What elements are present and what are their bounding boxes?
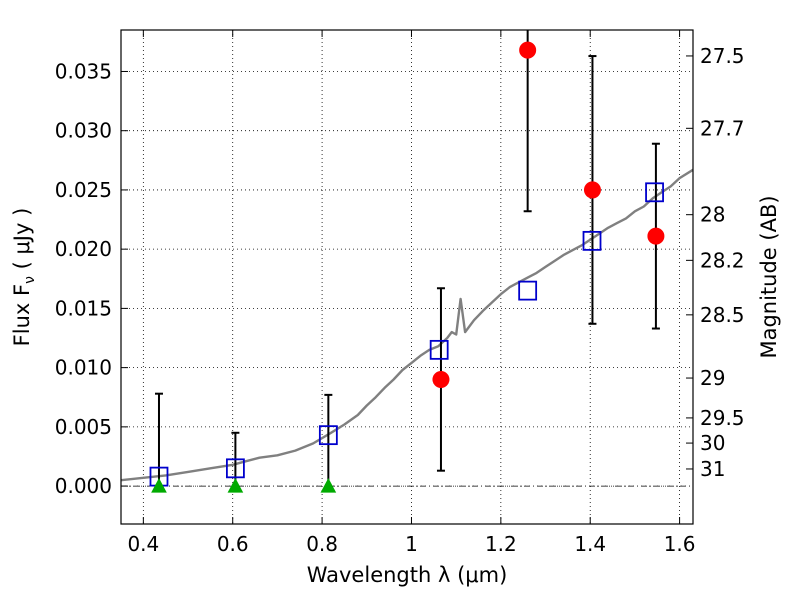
x-tick-label: 0.6 xyxy=(217,532,249,556)
observed-flux-point xyxy=(519,41,537,59)
y-axis-label-unit: ( μJy ) xyxy=(10,208,34,276)
x-tick-label: 0.4 xyxy=(127,532,159,556)
y-tick-label: 0.000 xyxy=(55,474,112,498)
mag-tick-label: 31 xyxy=(700,457,725,481)
model-photometry-square xyxy=(429,339,449,360)
series-layer xyxy=(121,30,693,493)
y-tick-label: 0.030 xyxy=(55,119,112,143)
mag-tick-label: 27.5 xyxy=(700,44,745,68)
model-photometry-square xyxy=(225,458,245,479)
non-detection-triangle xyxy=(151,478,167,493)
y-tick-label: 0.005 xyxy=(55,415,112,439)
x-tick-label: 1.4 xyxy=(574,532,606,556)
y-tick-label: 0.035 xyxy=(55,59,112,83)
model-photometry-square xyxy=(582,230,602,251)
observed-flux-point xyxy=(647,227,665,245)
mag-tick-label: 29.5 xyxy=(700,406,745,430)
y-tick-label: 0.020 xyxy=(55,237,112,261)
non-detection-triangle xyxy=(320,478,337,493)
mag-tick-label: 27.7 xyxy=(700,116,745,140)
y-axis-label-main: Flux F xyxy=(10,284,34,346)
y-tick-label: 0.010 xyxy=(55,356,112,380)
x-axis-label: Wavelength λ (μm) xyxy=(307,563,508,587)
model-photometry-square xyxy=(518,280,538,301)
observed-flux-point xyxy=(583,181,601,199)
x-tick-label: 1.6 xyxy=(664,532,696,556)
x-tick-label: 1 xyxy=(405,532,418,556)
y-tick-label: 0.025 xyxy=(55,178,112,202)
mag-tick-label: 28 xyxy=(700,203,725,227)
observed-flux-point xyxy=(432,370,450,388)
y-axis-label-subscript: ν xyxy=(22,276,38,284)
axis-layer: 0.4 0.6 0.8 1 1.2 1.4 1.6 0.000 0.005 0.010 0.015 0… xyxy=(55,30,745,556)
x-tick-label: 1.2 xyxy=(485,532,517,556)
mag-tick-label: 28.5 xyxy=(700,303,745,327)
non-detection-triangle xyxy=(227,478,244,493)
x-tick-label: 0.8 xyxy=(306,532,338,556)
y2-axis-label: Magnitude (AB) xyxy=(757,195,781,358)
mag-tick-label: 29 xyxy=(700,366,725,390)
plot-frame xyxy=(120,29,694,525)
mag-tick-label: 30 xyxy=(700,431,725,455)
y-tick-label: 0.015 xyxy=(55,296,112,320)
mag-tick-label: 28.2 xyxy=(700,248,745,272)
model-photometry-square xyxy=(645,182,664,203)
model-sed-line xyxy=(121,168,693,482)
y-axis-label: Flux Fν ( μJy ) xyxy=(10,208,38,347)
model-photometry-square xyxy=(318,425,338,446)
